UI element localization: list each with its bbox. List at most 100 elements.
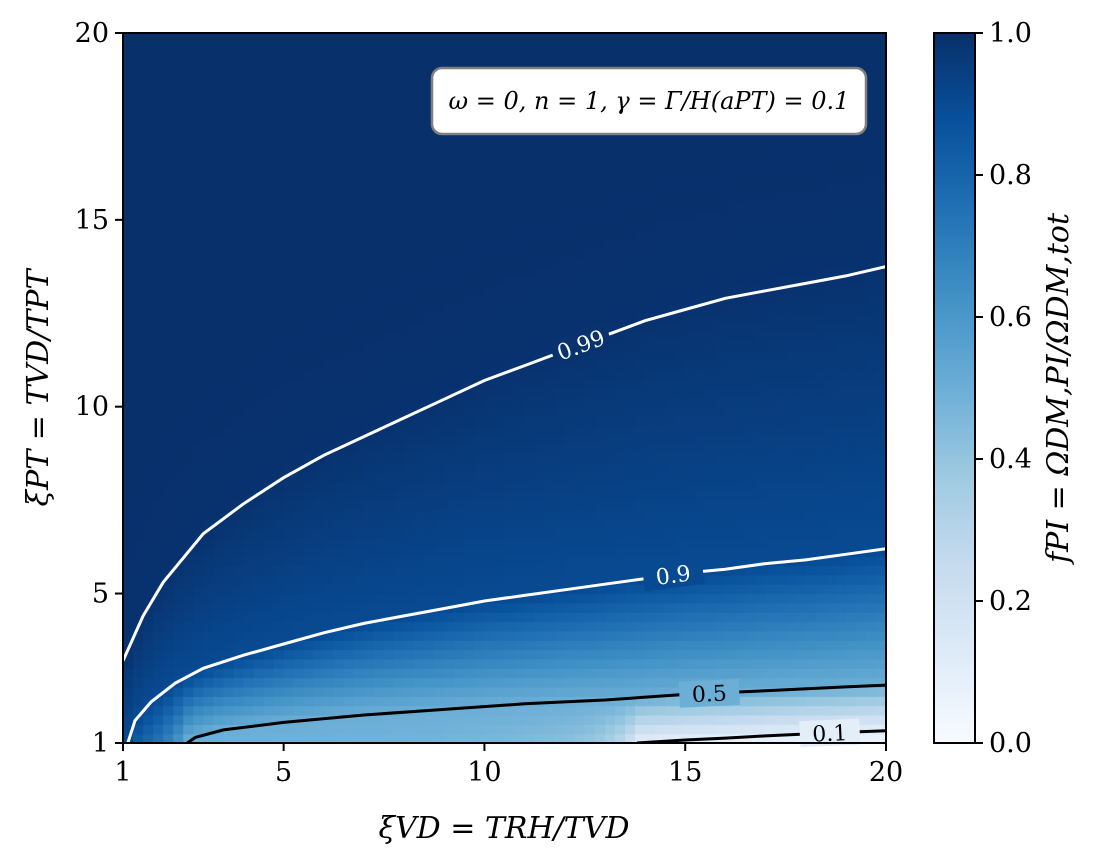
heatmap-cell (765, 313, 777, 324)
heatmap-cell (715, 518, 726, 529)
heatmap-cell (193, 303, 204, 314)
heatmap-cell (153, 294, 164, 305)
heatmap-cell (243, 322, 255, 333)
heatmap-cell (283, 388, 295, 398)
heatmap-cell (444, 145, 455, 156)
heatmap-cell (373, 462, 385, 473)
heatmap-cell (745, 565, 757, 576)
heatmap-cell (193, 257, 204, 268)
heatmap-cell (233, 378, 245, 389)
heatmap-cell (564, 257, 576, 268)
heatmap-cell (404, 518, 415, 529)
heatmap-cell (153, 574, 164, 585)
heatmap-cell (233, 453, 245, 464)
heatmap-cell (584, 668, 596, 679)
heatmap-cell (454, 556, 465, 567)
heatmap-cell (504, 350, 516, 361)
heatmap-cell (243, 70, 255, 81)
heatmap-cell (333, 528, 345, 539)
heatmap-cell (745, 481, 757, 492)
heatmap-cell (775, 425, 787, 436)
heatmap-cell (253, 322, 265, 333)
heatmap-cell (434, 528, 445, 539)
heatmap-cell (123, 369, 134, 380)
heatmap-cell (705, 668, 716, 679)
heatmap-cell (343, 331, 355, 342)
heatmap-cell (213, 612, 224, 623)
heatmap-cell (273, 658, 285, 669)
heatmap-cell (363, 658, 375, 669)
heatmap-cell (474, 574, 486, 585)
heatmap-cell (173, 350, 184, 361)
heatmap-cell (424, 602, 435, 613)
heatmap-cell (715, 584, 726, 595)
heatmap-cell (454, 668, 465, 679)
heatmap-cell (675, 425, 686, 436)
heatmap-cell (554, 313, 566, 324)
heatmap-cell (283, 238, 295, 249)
heatmap-cell (123, 219, 134, 230)
heatmap-cell (193, 509, 204, 520)
heatmap-cell (193, 275, 204, 286)
heatmap-cell (273, 434, 285, 445)
heatmap-cell (624, 462, 636, 473)
heatmap-cell (685, 369, 696, 380)
heatmap-cell (624, 275, 636, 286)
heatmap-cell (594, 584, 606, 595)
heatmap-cell (765, 705, 777, 716)
heatmap-cell (183, 556, 194, 567)
heatmap-cell (153, 303, 164, 314)
heatmap-cell (735, 163, 747, 174)
heatmap-cell (604, 163, 616, 174)
heatmap-cell (384, 509, 395, 520)
heatmap-cell (685, 210, 696, 221)
heatmap-cell (323, 313, 335, 324)
heatmap-cell (604, 724, 616, 735)
heatmap-cell (313, 145, 325, 156)
heatmap-cell (323, 630, 335, 641)
heatmap-cell (645, 388, 656, 398)
heatmap-cell (504, 191, 516, 202)
heatmap-cell (253, 117, 265, 128)
heatmap-cell (725, 219, 737, 230)
heatmap-cell (484, 668, 496, 679)
heatmap-cell (665, 444, 676, 454)
heatmap-cell (685, 219, 696, 230)
heatmap-cell (675, 163, 686, 174)
heatmap-cell (213, 434, 224, 445)
heatmap-cell (705, 359, 716, 370)
heatmap-cell (343, 677, 355, 688)
heatmap-cell (323, 145, 335, 156)
heatmap-cell (303, 677, 315, 688)
heatmap-cell (163, 126, 174, 137)
heatmap-cell (283, 331, 295, 342)
heatmap-cell (193, 98, 204, 109)
heatmap-cell (755, 640, 767, 651)
heatmap-cell (474, 640, 486, 651)
heatmap-cell (163, 42, 174, 53)
heatmap-cell (494, 574, 506, 585)
heatmap-cell (143, 210, 154, 221)
heatmap-cell (484, 565, 496, 576)
heatmap-cell (283, 145, 295, 156)
heatmap-cell (213, 229, 224, 240)
heatmap-cell (574, 416, 586, 426)
heatmap-cell (323, 462, 335, 473)
heatmap-cell (474, 266, 486, 277)
heatmap-cell (705, 154, 716, 165)
heatmap-cell (735, 350, 747, 361)
heatmap-cell (544, 416, 556, 426)
heatmap-cell (594, 714, 606, 725)
heatmap-cell (293, 42, 305, 53)
heatmap-cell (414, 490, 425, 501)
heatmap-cell (554, 593, 566, 604)
heatmap-cell (574, 640, 586, 651)
heatmap-cell (655, 303, 666, 314)
heatmap-cell (313, 612, 325, 623)
heatmap-cell (183, 201, 194, 212)
heatmap-cell (273, 210, 285, 221)
heatmap-cell (554, 518, 566, 529)
heatmap-cell (183, 640, 194, 651)
heatmap-cell (213, 453, 224, 464)
heatmap-cell (484, 658, 496, 669)
